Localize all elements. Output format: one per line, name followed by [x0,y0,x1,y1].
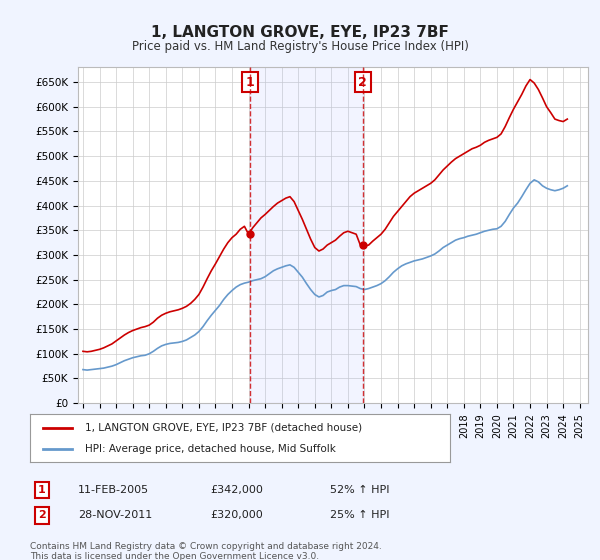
Bar [250,67,363,403]
Text: 25% ↑ HPI: 25% ↑ HPI [330,510,389,520]
Text: £342,000: £342,000 [210,485,263,495]
Text: HPI: Average price, detached house, Mid Suffolk: HPI: Average price, detached house, Mid … [85,444,335,454]
Text: 1: 1 [38,485,46,495]
Text: 11-FEB-2005: 11-FEB-2005 [78,485,149,495]
Text: 28-NOV-2011: 28-NOV-2011 [78,510,152,520]
Text: Contains HM Land Registry data © Crown copyright and database right 2024.
This d: Contains HM Land Registry data © Crown c… [30,542,382,560]
Text: 2: 2 [358,76,367,88]
Text: 1: 1 [246,76,254,88]
Text: 1, LANGTON GROVE, EYE, IP23 7BF (detached house): 1, LANGTON GROVE, EYE, IP23 7BF (detache… [85,423,362,433]
Text: Price paid vs. HM Land Registry's House Price Index (HPI): Price paid vs. HM Land Registry's House … [131,40,469,53]
Text: 52% ↑ HPI: 52% ↑ HPI [330,485,389,495]
Text: 1, LANGTON GROVE, EYE, IP23 7BF: 1, LANGTON GROVE, EYE, IP23 7BF [151,25,449,40]
Text: £320,000: £320,000 [210,510,263,520]
Text: 2: 2 [38,510,46,520]
